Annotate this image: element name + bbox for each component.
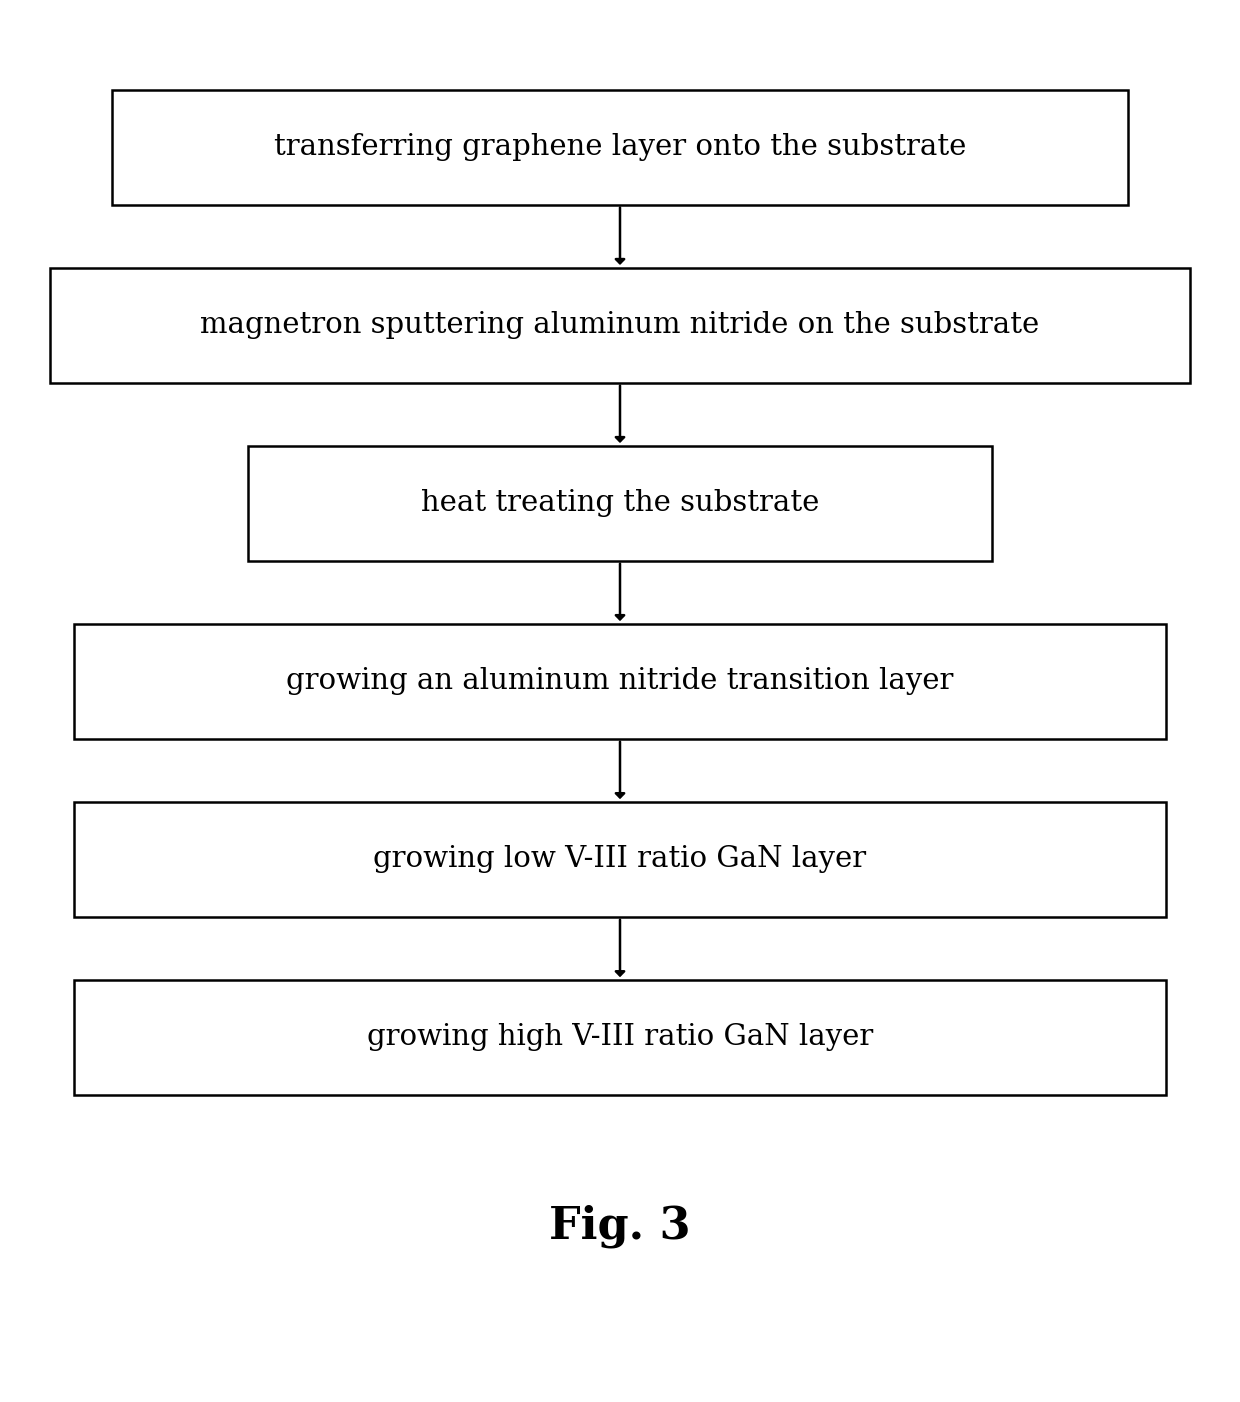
- Text: Fig. 3: Fig. 3: [549, 1204, 691, 1249]
- Text: growing low V-III ratio GaN layer: growing low V-III ratio GaN layer: [373, 845, 867, 873]
- Bar: [74, 802, 1166, 917]
- Bar: [74, 980, 1166, 1095]
- Text: growing high V-III ratio GaN layer: growing high V-III ratio GaN layer: [367, 1023, 873, 1052]
- Text: magnetron sputtering aluminum nitride on the substrate: magnetron sputtering aluminum nitride on…: [201, 311, 1039, 339]
- Text: growing an aluminum nitride transition layer: growing an aluminum nitride transition l…: [286, 667, 954, 695]
- Bar: [248, 446, 992, 561]
- Text: heat treating the substrate: heat treating the substrate: [420, 489, 820, 517]
- Bar: [50, 268, 1190, 383]
- Bar: [74, 624, 1166, 739]
- Bar: [112, 90, 1128, 205]
- Text: transferring graphene layer onto the substrate: transferring graphene layer onto the sub…: [274, 133, 966, 161]
